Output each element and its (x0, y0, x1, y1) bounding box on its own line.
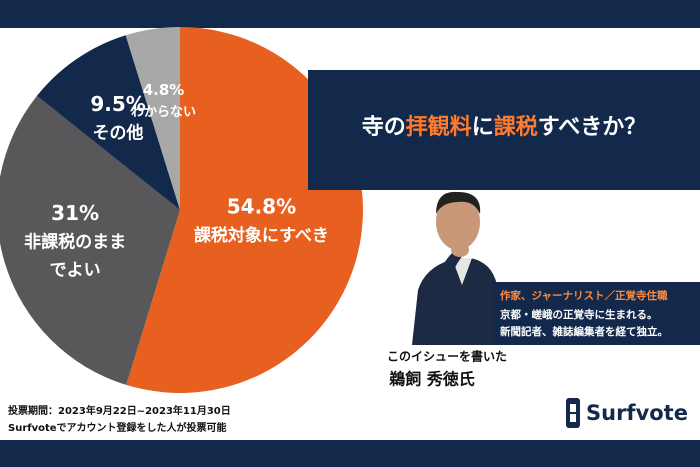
category-label: わからない (131, 105, 196, 120)
data-label: 54.8% (227, 195, 296, 219)
title-segment: に (472, 115, 494, 140)
top-bar (0, 0, 700, 28)
title-segment: 課税 (494, 114, 538, 140)
author-role: 作家、ジャーナリスト／正覚寺住職 (500, 289, 668, 302)
data-label: 4.8% (143, 81, 185, 99)
pie-slice (0, 95, 180, 385)
data-label: 31% (51, 201, 99, 225)
footnote: 投票期間：2023年9月22日~2023年11月30日 (8, 404, 231, 417)
title-segment: すべきか？ (538, 115, 646, 140)
author-bio: 京都・嵯峨の正覚寺に生まれる。 (500, 308, 658, 321)
author-name: 鵜飼 秀徳氏 (388, 370, 475, 389)
category-label: 非課税のまま (24, 231, 126, 252)
title-segment: 寺の (362, 115, 406, 140)
bottom-bar (0, 440, 700, 467)
pie-slice (126, 26, 364, 394)
pie-slice (36, 35, 181, 210)
title: 寺の拝観料に課税すべきか？ (362, 114, 647, 140)
pie-slice (125, 27, 180, 210)
logo-icon (566, 398, 580, 428)
author-photo (412, 191, 500, 345)
title-box (308, 70, 700, 190)
profile-box (493, 282, 700, 345)
logo-text: Surfvote (586, 401, 688, 425)
category-label: でよい (50, 260, 101, 280)
author-caption: このイシューを書いた (387, 349, 507, 364)
category-label: その他 (93, 122, 144, 143)
title-segment: 拝観料 (406, 114, 472, 140)
author-bio: 新聞記者、雑誌編集者を経て独立。 (500, 325, 668, 338)
footnote: Surfvoteでアカウント登録をした人が投票可能 (8, 421, 227, 434)
data-label: 9.5% (90, 92, 145, 116)
category-label: 課税対象にすべき (194, 225, 329, 246)
